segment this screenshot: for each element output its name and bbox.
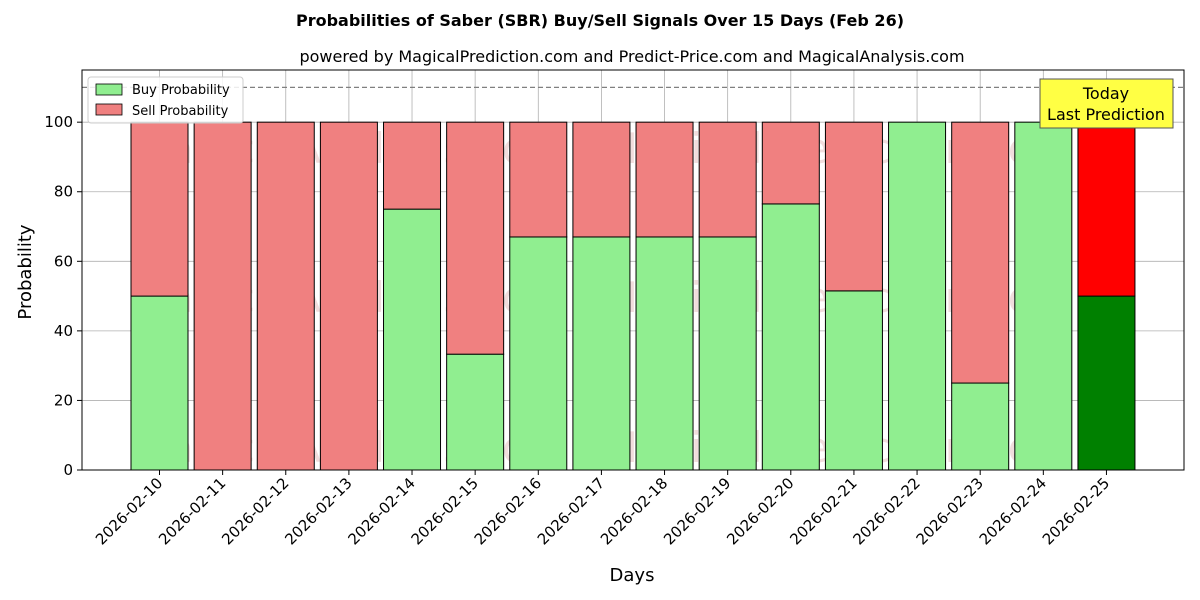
- bar-buy-2026-02-20: [761, 203, 820, 471]
- y-tick-label: 0: [63, 461, 73, 479]
- annotation-box: [1039, 78, 1174, 129]
- x-tick-label: 2026-02-20: [723, 474, 797, 548]
- bar-sell-2026-02-23: [951, 121, 1010, 384]
- x-axis-label: Days: [610, 565, 655, 586]
- bar-sell-2026-02-11: [193, 121, 252, 471]
- annotation-line-2: Last Prediction: [1047, 105, 1165, 124]
- x-tick-label: 2026-02-21: [786, 474, 860, 548]
- bar-sell-2026-02-12: [256, 121, 315, 471]
- x-axis: 2026-02-102026-02-112026-02-122026-02-13…: [92, 470, 1113, 548]
- y-tick-label: 40: [54, 322, 73, 340]
- annotation-line-1: Today: [1082, 84, 1129, 103]
- y-tick-label: 20: [54, 391, 73, 409]
- x-tick-label: 2026-02-14: [344, 474, 418, 548]
- bar-buy-2026-02-22: [888, 121, 947, 471]
- bar-buy-2026-02-15: [446, 353, 505, 471]
- bar-sell-2026-02-25: [1077, 121, 1136, 297]
- x-tick-label: 2026-02-24: [976, 474, 1050, 548]
- bar-buy-2026-02-18: [635, 236, 694, 471]
- bar-buy-2026-02-10: [130, 295, 189, 471]
- bar-buy-2026-02-25: [1077, 295, 1136, 471]
- bar-buy-2026-02-17: [572, 236, 631, 471]
- x-tick-label: 2026-02-25: [1039, 474, 1113, 548]
- x-tick-label: 2026-02-15: [408, 474, 482, 548]
- chart-subtitle: powered by MagicalPrediction.com and Pre…: [299, 47, 964, 66]
- y-axis-label: Probability: [15, 224, 36, 319]
- x-tick-label: 2026-02-22: [850, 474, 924, 548]
- legend: Buy Probability Sell Probability: [87, 76, 244, 124]
- x-tick-label: 2026-02-23: [913, 474, 987, 548]
- bar-sell-2026-02-16: [509, 121, 568, 238]
- x-tick-label: 2026-02-13: [281, 474, 355, 548]
- plot-frame: [81, 69, 1185, 471]
- x-tick-label: 2026-02-11: [155, 474, 229, 548]
- bar-sell-2026-02-13: [319, 121, 378, 471]
- bar-sell-2026-02-20: [761, 121, 820, 205]
- x-tick-label: 2026-02-17: [534, 474, 608, 548]
- bar-buy-2026-02-16: [509, 236, 568, 471]
- chart-title: Probabilities of Saber (SBR) Buy/Sell Si…: [296, 11, 904, 30]
- bar-sell-2026-02-15: [446, 121, 505, 355]
- legend-box: [87, 76, 244, 124]
- x-tick-label: 2026-02-10: [92, 474, 166, 548]
- y-axis: 0 20 40 60 80 100: [44, 113, 82, 479]
- bar-buy-2026-02-19: [698, 236, 757, 471]
- today-annotation: Today Last Prediction: [1039, 78, 1174, 129]
- bar-buy-2026-02-21: [824, 290, 883, 471]
- y-tick-label: 100: [44, 113, 73, 131]
- x-tick-label: 2026-02-18: [597, 474, 671, 548]
- y-tick-label: 80: [54, 183, 73, 201]
- legend-label-sell: Sell Probability: [132, 104, 229, 119]
- bar-buy-2026-02-14: [383, 208, 442, 471]
- x-tick-label: 2026-02-16: [471, 474, 545, 548]
- x-tick-label: 2026-02-12: [218, 474, 292, 548]
- legend-label-buy: Buy Probability: [132, 83, 230, 98]
- y-tick-label: 60: [54, 252, 73, 270]
- bar-sell-2026-02-10: [130, 121, 189, 297]
- bar-sell-2026-02-14: [383, 121, 442, 210]
- legend-swatch-buy: [95, 83, 123, 96]
- bar-sell-2026-02-18: [635, 121, 694, 238]
- x-tick-label: 2026-02-19: [660, 474, 734, 548]
- legend-swatch-sell: [95, 103, 123, 116]
- bar-buy-2026-02-24: [1014, 121, 1073, 471]
- bar-sell-2026-02-19: [698, 121, 757, 238]
- bar-sell-2026-02-17: [572, 121, 631, 238]
- bar-sell-2026-02-21: [824, 121, 883, 292]
- bar-buy-2026-02-23: [951, 382, 1010, 471]
- bars: [130, 121, 1136, 471]
